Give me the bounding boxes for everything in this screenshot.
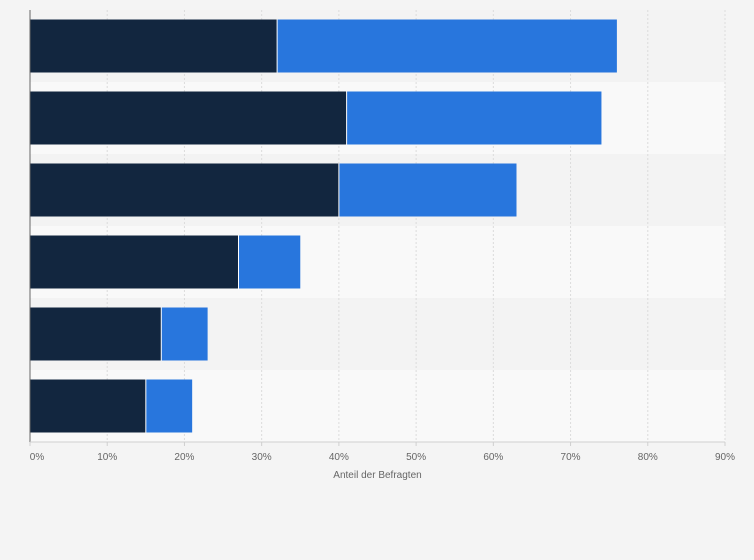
- x-tick-label: 60%: [483, 452, 503, 463]
- bar-series-2-row-2[interactable]: [346, 91, 602, 145]
- x-tick-label: 40%: [329, 452, 349, 463]
- x-tick-label: 90%: [715, 452, 735, 463]
- bar-series-1-row-2[interactable]: [30, 91, 347, 145]
- bar-series-1-row-1[interactable]: [30, 19, 278, 73]
- x-tick-label: 10%: [97, 452, 117, 463]
- x-tick-label: 0%: [30, 452, 45, 463]
- bar-series-1-row-4[interactable]: [30, 235, 239, 289]
- bar-series-1-row-5[interactable]: [30, 307, 162, 361]
- x-axis-title: Anteil der Befragten: [333, 470, 421, 481]
- row-bands: [30, 10, 725, 442]
- bar-series-2-row-5[interactable]: [161, 307, 208, 361]
- bar-series-2-row-4[interactable]: [238, 235, 301, 289]
- gridlines: [106, 10, 726, 442]
- x-tick-label: 50%: [406, 452, 426, 463]
- x-tick-labels: 0% 10% 20% 30% 40% 50% 60% 70% 80% 90%: [29, 442, 735, 463]
- bar-series-2-row-6[interactable]: [145, 379, 193, 433]
- bar-series-2-row-1[interactable]: [277, 19, 617, 73]
- axes: [29, 10, 725, 445]
- x-tick-label: 20%: [174, 452, 194, 463]
- bar-series-1-row-3[interactable]: [30, 163, 339, 217]
- x-tick-label: 80%: [638, 452, 658, 463]
- bars: [30, 19, 617, 433]
- bar-series-1-row-6[interactable]: [30, 379, 146, 433]
- x-tick-label: 30%: [252, 452, 272, 463]
- x-tick-label: 70%: [561, 452, 581, 463]
- bar-series-2-row-3[interactable]: [338, 163, 517, 217]
